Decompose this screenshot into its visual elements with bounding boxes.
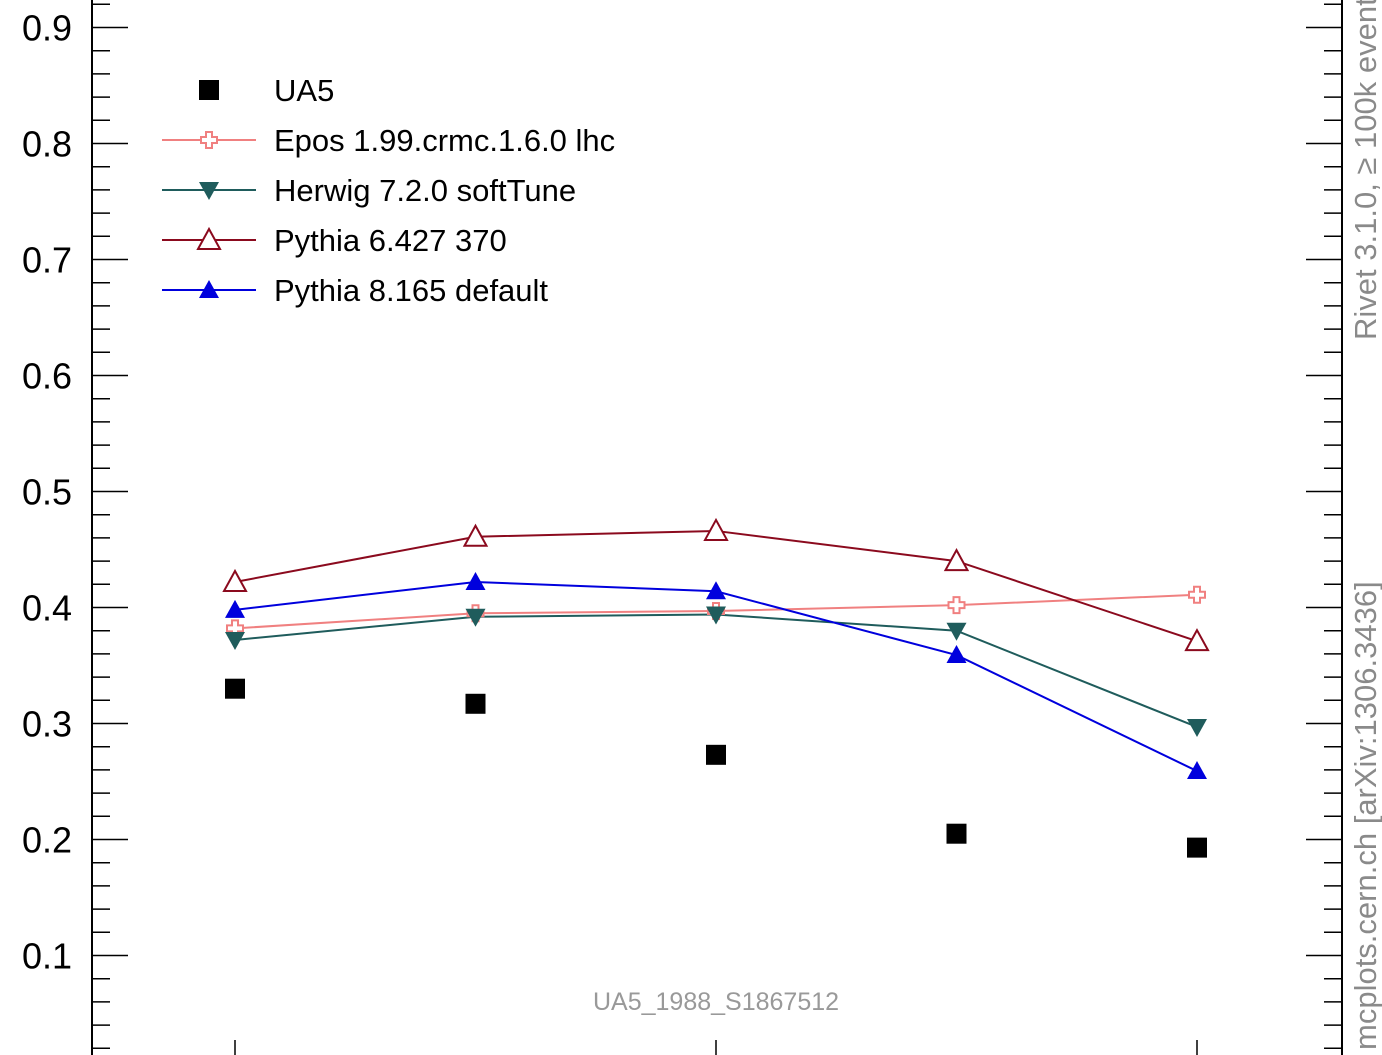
series-markers-2 [225, 606, 1207, 737]
data-point [946, 622, 967, 641]
legend-marker [199, 80, 219, 100]
y-tick-label: 0.7 [22, 240, 72, 281]
chart-series-layer [222, 517, 1210, 858]
y-tick-label: 0.9 [22, 8, 72, 49]
y-tick-label: 0.1 [22, 936, 72, 977]
data-point [225, 631, 245, 650]
data-point [1187, 837, 1207, 858]
legend-marker [199, 280, 219, 298]
legend-marker [200, 131, 218, 149]
series-markers-3 [222, 517, 1210, 652]
y-tick-label: 0.3 [22, 704, 72, 745]
legend-marker [199, 182, 219, 200]
y-tick-label: 0.4 [22, 588, 72, 629]
series-markers-4 [225, 571, 1207, 780]
data-point [946, 645, 967, 664]
chart-axes: 0.1 0.2 0.3 0.4 0.5 0.6 0.7 0.8 0.9 [22, 0, 1343, 1055]
data-point [946, 823, 967, 844]
y-tick-label: 0.5 [22, 472, 72, 513]
data-point [465, 608, 486, 627]
legend-label: Herwig 7.2.0 softTune [274, 173, 576, 208]
legend-entry: Pythia 6.427 370 [162, 223, 507, 258]
data-point [943, 548, 970, 572]
data-point [1188, 585, 1206, 604]
data-point [706, 581, 726, 600]
analysis-watermark: UA5_1988_S1867512 [593, 988, 839, 1016]
series-2 [234, 613, 1198, 728]
legend-label: Pythia 8.165 default [274, 273, 548, 308]
legend-entry: Herwig 7.2.0 softTune [162, 173, 576, 208]
legend-label: Epos 1.99.crmc.1.6.0 lhc [274, 123, 615, 158]
data-point [225, 599, 245, 618]
legend-entry: UA5 [199, 73, 334, 108]
y-tick-label: 0.8 [22, 124, 72, 165]
data-point [462, 523, 489, 547]
legend-label: UA5 [274, 73, 334, 108]
data-point [947, 596, 966, 615]
data-point [1187, 761, 1207, 780]
legend-entry: Pythia 8.165 default [162, 273, 548, 308]
data-point [465, 693, 486, 714]
data-point [225, 678, 245, 699]
y-tick-label: 0.2 [22, 820, 72, 861]
y-tick-label: 0.6 [22, 356, 72, 397]
legend-entry: Epos 1.99.crmc.1.6.0 lhc [162, 123, 615, 158]
data-point [706, 744, 726, 765]
series-line [234, 613, 1198, 728]
data-point [1184, 628, 1210, 652]
series-markers-0 [225, 678, 1207, 858]
mcplots-credit-text: mcplots.cern.ch [arXiv:1306.3436] [1348, 581, 1382, 1050]
legend-marker [196, 226, 222, 250]
legend-label: Pythia 6.427 370 [274, 223, 507, 258]
chart-legend: UA5 Epos 1.99.crmc.1.6.0 lhc Herwig 7.2.0 … [162, 73, 615, 308]
rivet-info-text: Rivet 3.1.0, ≥ 100k events [1348, 0, 1382, 340]
data-point [222, 568, 248, 592]
data-point [1187, 718, 1207, 737]
data-point [703, 517, 729, 541]
data-point [465, 571, 486, 590]
data-point [706, 606, 726, 625]
